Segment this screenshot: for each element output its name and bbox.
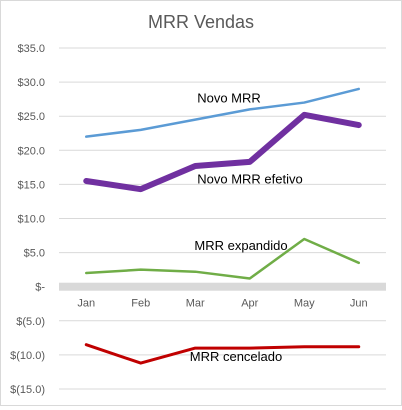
y-tick-label: $10.0 xyxy=(17,214,45,226)
x-axis-band xyxy=(59,283,386,291)
x-tick-label: Mar xyxy=(186,298,205,310)
x-tick-label: Jan xyxy=(77,298,95,310)
series-label: MRR expandido xyxy=(194,238,287,253)
y-tick-label: $20.0 xyxy=(17,145,45,157)
y-tick-label: $(5.0) xyxy=(16,316,45,328)
series-label: Novo MRR efetivo xyxy=(197,172,302,187)
x-tick-label: Jun xyxy=(350,298,368,310)
y-tick-label: $25.0 xyxy=(17,111,45,123)
y-tick-label: $(10.0) xyxy=(10,350,45,362)
x-tick-label: Apr xyxy=(241,298,258,310)
y-tick-label: $(15.0) xyxy=(10,384,45,396)
series-label: MRR cencelado xyxy=(190,349,283,364)
y-tick-label: $5.0 xyxy=(24,248,45,260)
y-axis-ticks: $35.0 $30.0 $25.0 $20.0 $15.0 $10.0 $5.0 $- $(5.… xyxy=(10,43,45,396)
y-tick-label: $35.0 xyxy=(17,43,45,55)
y-tick-label: $15.0 xyxy=(17,179,45,191)
x-tick-label: Feb xyxy=(131,298,150,310)
x-axis-line xyxy=(59,283,386,291)
x-axis-ticks: Jan Feb Mar Apr May Jun xyxy=(77,298,367,310)
y-tick-label: $- xyxy=(35,282,45,294)
chart-title: MRR Vendas xyxy=(148,12,254,32)
y-tick-label: $30.0 xyxy=(17,77,45,89)
series-label: Novo MRR xyxy=(197,90,261,105)
series-lines xyxy=(86,89,359,363)
x-tick-label: May xyxy=(294,298,315,310)
